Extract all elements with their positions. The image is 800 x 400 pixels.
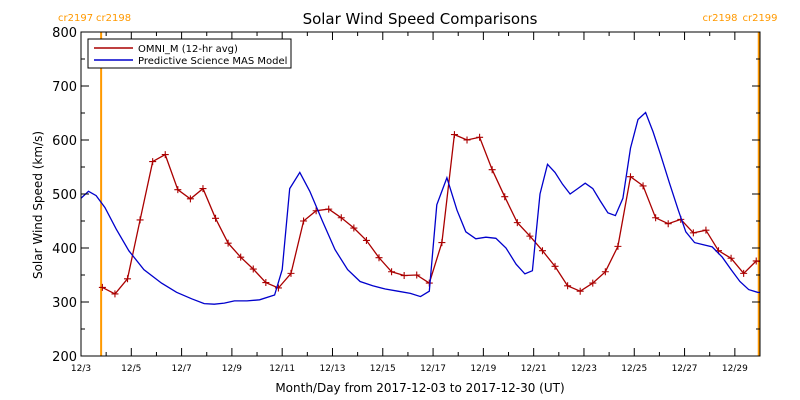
x-tick-label-12: 12/27 (672, 364, 698, 374)
data-point-0-11 (237, 253, 245, 261)
data-point-0-50 (727, 254, 735, 262)
data-point-0-32 (501, 193, 509, 201)
data-point-0-24 (400, 272, 408, 280)
legend-label-mas: Predictive Science MAS Model (138, 56, 287, 67)
data-point-0-9 (212, 214, 220, 222)
data-point-0-48 (702, 226, 710, 234)
data-point-0-28 (450, 131, 458, 139)
data-point-0-54 (778, 260, 785, 267)
data-point-0-18 (325, 205, 333, 213)
series-1 (81, 111, 760, 305)
legend-label-omni: OMNI_M (12-hr avg) (138, 44, 238, 55)
data-point-0-30 (476, 133, 484, 141)
data-point-0-44 (652, 214, 660, 222)
x-tick-label-0: 12/3 (71, 364, 91, 374)
series-layer (81, 111, 785, 305)
data-point-0-19 (337, 214, 345, 222)
y-tick-label-4: 600 (52, 134, 77, 149)
x-axis-label: Month/Day from 2017-12-03 to 2017-12-30 … (275, 381, 564, 395)
x-tick-label-2: 12/7 (171, 364, 191, 374)
data-point-0-4 (149, 158, 157, 166)
x-tick-label-4: 12/11 (269, 364, 295, 374)
legend-box (87, 38, 292, 69)
data-point-0-40 (601, 268, 609, 276)
data-point-0-20 (350, 224, 358, 232)
data-point-0-41 (614, 242, 622, 250)
data-point-0-39 (589, 279, 597, 287)
data-point-0-22 (375, 254, 383, 262)
carrington-label-left-0: cr2197 (58, 13, 93, 24)
data-point-0-15 (287, 269, 295, 277)
data-point-0-31 (488, 166, 496, 174)
carrington-label-right-1: cr2199 (742, 13, 777, 24)
x-tick-label-13: 12/29 (722, 364, 748, 374)
data-point-0-1 (111, 290, 119, 298)
data-point-0-53 (765, 260, 772, 267)
data-point-0-47 (689, 229, 697, 237)
chart-title: Solar Wind Speed Comparisons (303, 10, 538, 28)
data-point-0-25 (413, 271, 421, 279)
series-0 (98, 131, 785, 298)
data-point-0-5 (161, 151, 169, 159)
data-point-0-37 (564, 282, 572, 290)
x-tick-label-10: 12/23 (571, 364, 597, 374)
data-point-0-36 (551, 262, 559, 270)
data-point-0-3 (136, 216, 144, 224)
x-tick-label-11: 12/25 (621, 364, 647, 374)
data-point-0-52 (752, 257, 760, 265)
data-point-0-35 (538, 247, 546, 255)
data-point-0-33 (513, 219, 521, 227)
data-point-0-0 (98, 283, 106, 291)
data-point-0-21 (362, 236, 370, 244)
data-point-0-43 (639, 182, 647, 190)
x-tick-label-5: 12/13 (320, 364, 346, 374)
legend: OMNI_M (12-hr avg) Predictive Science MA… (87, 38, 292, 69)
y-tick-label-2: 400 (52, 242, 77, 257)
x-tick-label-9: 12/21 (521, 364, 547, 374)
y-tick-label-3: 500 (52, 188, 77, 203)
data-point-0-34 (526, 232, 534, 240)
x-tick-label-6: 12/15 (370, 364, 396, 374)
x-tick-label-1: 12/5 (121, 364, 141, 374)
data-point-0-27 (438, 239, 446, 247)
data-point-0-6 (174, 186, 182, 194)
data-point-0-23 (388, 268, 396, 276)
data-point-0-2 (124, 275, 132, 283)
y-axis-label: Solar Wind Speed (km/s) (31, 131, 45, 279)
data-point-0-42 (626, 173, 634, 181)
x-tick-label-8: 12/19 (470, 364, 496, 374)
axes: 200 300 400 500 600 700 800 12/3 12/5 12/7 12/9 12/… (52, 26, 761, 374)
y-tick-label-0: 200 (52, 350, 77, 365)
carrington-label-right-0: cr2198 (702, 13, 737, 24)
data-point-0-38 (576, 287, 584, 295)
data-point-0-51 (740, 269, 748, 277)
carrington-label-left-1: cr2198 (96, 13, 131, 24)
x-tick-label-7: 12/17 (420, 364, 446, 374)
y-tick-label-5: 700 (52, 80, 77, 95)
data-point-0-8 (199, 185, 207, 193)
y-tick-label-6: 800 (52, 26, 77, 41)
x-tick-label-3: 12/9 (222, 364, 242, 374)
data-point-0-45 (664, 220, 672, 228)
data-point-0-16 (300, 217, 308, 225)
y-tick-label-1: 300 (52, 296, 77, 311)
data-point-0-29 (463, 136, 471, 144)
data-point-0-13 (262, 279, 270, 287)
data-point-0-10 (224, 239, 232, 247)
series-line-1 (81, 111, 760, 305)
data-point-0-7 (186, 195, 194, 203)
data-point-0-12 (249, 265, 257, 273)
